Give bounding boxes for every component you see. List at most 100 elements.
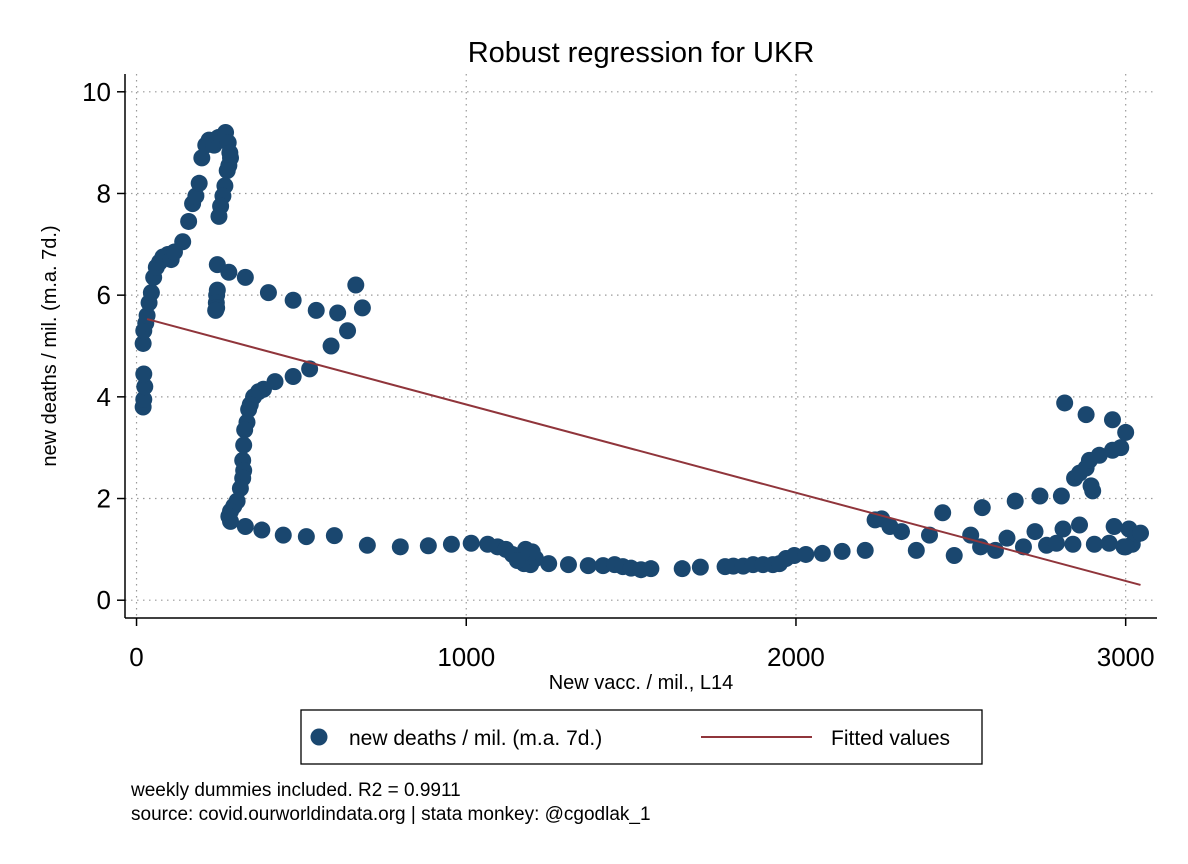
data-point bbox=[1085, 535, 1103, 553]
data-point bbox=[579, 557, 597, 575]
data-point bbox=[1006, 492, 1024, 510]
data-point bbox=[1117, 538, 1135, 556]
data-point bbox=[508, 552, 526, 570]
x-tick-label: 0 bbox=[129, 642, 143, 672]
data-point bbox=[920, 526, 938, 544]
data-point bbox=[1117, 423, 1135, 441]
note-source: source: covid.ourworldindata.org | stata… bbox=[131, 804, 651, 825]
data-point bbox=[1056, 394, 1074, 412]
data-point bbox=[180, 212, 198, 230]
data-point bbox=[673, 560, 691, 578]
data-point bbox=[797, 545, 815, 563]
data-point bbox=[135, 365, 153, 383]
scatter-points bbox=[134, 123, 1150, 579]
data-point bbox=[1103, 411, 1121, 429]
data-point bbox=[1077, 406, 1095, 424]
data-point bbox=[322, 337, 340, 355]
data-point bbox=[419, 537, 437, 555]
data-point bbox=[973, 499, 991, 517]
data-point bbox=[998, 529, 1016, 547]
data-point bbox=[236, 517, 254, 535]
data-point bbox=[642, 560, 660, 578]
data-point bbox=[253, 521, 271, 539]
data-point bbox=[1052, 487, 1070, 505]
data-point bbox=[1026, 523, 1044, 541]
data-point bbox=[559, 556, 577, 574]
x-tick-label: 1000 bbox=[437, 642, 495, 672]
legend-label-scatter: new deaths / mil. (m.a. 7d.) bbox=[349, 727, 602, 750]
data-point bbox=[540, 555, 558, 573]
data-point bbox=[1105, 517, 1123, 535]
data-point bbox=[134, 334, 152, 352]
data-point bbox=[231, 479, 249, 497]
axes bbox=[124, 74, 1157, 619]
data-point bbox=[307, 301, 325, 319]
y-tick-label: 6 bbox=[97, 280, 111, 310]
data-point bbox=[218, 162, 236, 180]
y-tick-label: 10 bbox=[82, 77, 111, 107]
data-point bbox=[236, 268, 254, 286]
data-point bbox=[353, 299, 371, 317]
data-point bbox=[207, 301, 225, 319]
data-point bbox=[236, 421, 254, 439]
data-point bbox=[1031, 487, 1049, 505]
data-point bbox=[174, 233, 192, 251]
data-point bbox=[1132, 524, 1150, 542]
data-point bbox=[240, 401, 258, 419]
data-point bbox=[190, 174, 208, 192]
y-tick-label: 0 bbox=[97, 585, 111, 615]
legend-label-fitted: Fitted values bbox=[831, 727, 950, 750]
data-point bbox=[274, 526, 292, 544]
data-point bbox=[142, 284, 160, 302]
legend-box bbox=[300, 709, 983, 765]
data-point bbox=[1100, 534, 1118, 552]
note-dummies: weekly dummies included. R2 = 0.9911 bbox=[131, 780, 461, 801]
data-point bbox=[1064, 535, 1082, 553]
data-point bbox=[391, 538, 409, 556]
data-point bbox=[1071, 516, 1089, 534]
data-point bbox=[907, 541, 925, 559]
data-point bbox=[259, 284, 277, 302]
data-point bbox=[329, 304, 347, 322]
fitted-line-group bbox=[146, 318, 1141, 586]
data-point bbox=[442, 535, 460, 553]
data-point bbox=[297, 528, 315, 546]
data-point bbox=[1090, 446, 1108, 464]
data-point bbox=[220, 263, 238, 281]
data-point bbox=[347, 276, 365, 294]
x-ticks: 0 1000 2000 3000 bbox=[129, 618, 1155, 672]
data-point bbox=[1047, 534, 1065, 552]
data-point bbox=[945, 546, 963, 564]
data-point bbox=[136, 378, 154, 396]
data-point bbox=[813, 544, 831, 562]
data-point bbox=[986, 541, 1004, 559]
data-point bbox=[339, 322, 357, 340]
data-point bbox=[892, 523, 910, 541]
y-tick-label: 4 bbox=[97, 382, 111, 412]
data-point bbox=[235, 436, 253, 454]
data-point bbox=[284, 368, 302, 386]
scatter-chart: 0 1000 2000 3000 0 2 4 6 8 10 Robust regression … bbox=[39, 37, 1157, 765]
data-point bbox=[691, 558, 709, 576]
y-tick-label: 8 bbox=[97, 178, 111, 208]
x-axis-label: New vacc. / mil., L14 bbox=[549, 672, 734, 694]
x-tick-label: 3000 bbox=[1097, 642, 1155, 672]
fitted-line bbox=[146, 318, 1141, 586]
legend: new deaths / mil. (m.a. 7d.) Fitted valu… bbox=[300, 709, 983, 765]
legend-marker-symbol bbox=[310, 728, 328, 746]
data-point bbox=[856, 541, 874, 559]
data-point bbox=[284, 291, 302, 309]
chart-title: Robust regression for UKR bbox=[468, 37, 815, 69]
y-ticks: 0 2 4 6 8 10 bbox=[82, 77, 125, 615]
data-point bbox=[210, 207, 228, 225]
y-axis-label: new deaths / mil. (m.a. 7d.) bbox=[39, 225, 61, 466]
grid bbox=[125, 74, 1157, 618]
data-point bbox=[135, 390, 153, 408]
data-point bbox=[1082, 477, 1100, 495]
data-point bbox=[187, 187, 205, 205]
data-point bbox=[833, 542, 851, 560]
data-point bbox=[1014, 538, 1032, 556]
data-point bbox=[934, 504, 952, 522]
data-point bbox=[325, 527, 343, 545]
